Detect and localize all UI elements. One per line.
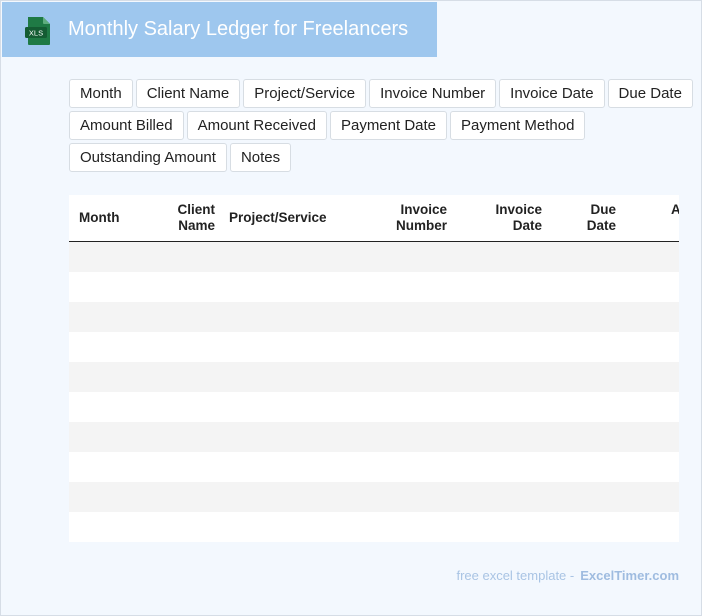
svg-text:XLS: XLS [29, 29, 43, 38]
chip-amount-billed[interactable]: Amount Billed [69, 111, 184, 140]
chip-invoice-date[interactable]: Invoice Date [499, 79, 605, 108]
table-row [69, 362, 679, 392]
table-row [69, 452, 679, 482]
table-row [69, 302, 679, 332]
col-header-amount-truncated: A [671, 202, 679, 217]
chip-invoice-number[interactable]: Invoice Number [369, 79, 497, 108]
chip-payment-method[interactable]: Payment Method [450, 111, 586, 140]
table-row [69, 512, 679, 542]
page-title: Monthly Salary Ledger for Freelancers [68, 18, 409, 40]
col-header-project-service: Project/Service [229, 210, 327, 225]
table-row [69, 392, 679, 422]
chip-outstanding-amount[interactable]: Outstanding Amount [69, 143, 227, 172]
table-row [69, 332, 679, 362]
col-header-month: Month [79, 210, 120, 225]
column-chip-list: Month Client Name Project/Service Invoic… [69, 79, 693, 172]
chip-notes[interactable]: Notes [229, 143, 292, 172]
xls-file-icon: XLS [25, 17, 50, 45]
col-header-due-date: Due Date [586, 202, 616, 233]
chip-due-date[interactable]: Due Date [607, 79, 693, 108]
table-row [69, 482, 679, 512]
col-header-invoice-number: Invoice Number [395, 202, 447, 233]
col-header-invoice-date: Invoice Date [495, 202, 542, 233]
chip-month[interactable]: Month [69, 79, 133, 108]
chip-amount-received[interactable]: Amount Received [186, 111, 327, 140]
col-header-client-name: Client Name [177, 202, 215, 233]
footer-credit: free excel template - ExcelTimer.com [456, 568, 679, 583]
header-banner: XLS Monthly Salary Ledger for Freelancer… [2, 2, 437, 57]
table-row [69, 422, 679, 452]
table-row [69, 242, 679, 272]
chip-client-name[interactable]: Client Name [135, 79, 241, 108]
chip-project-service[interactable]: Project/Service [243, 79, 367, 108]
chip-payment-date[interactable]: Payment Date [329, 111, 448, 140]
ledger-table: Month Client Name Project/Service Invoic… [69, 195, 679, 542]
footer-brand-link[interactable]: ExcelTimer.com [580, 568, 679, 583]
footer-prefix: free excel template - [456, 568, 575, 583]
table-row [69, 272, 679, 302]
table-header-row: Month Client Name Project/Service Invoic… [69, 195, 679, 242]
